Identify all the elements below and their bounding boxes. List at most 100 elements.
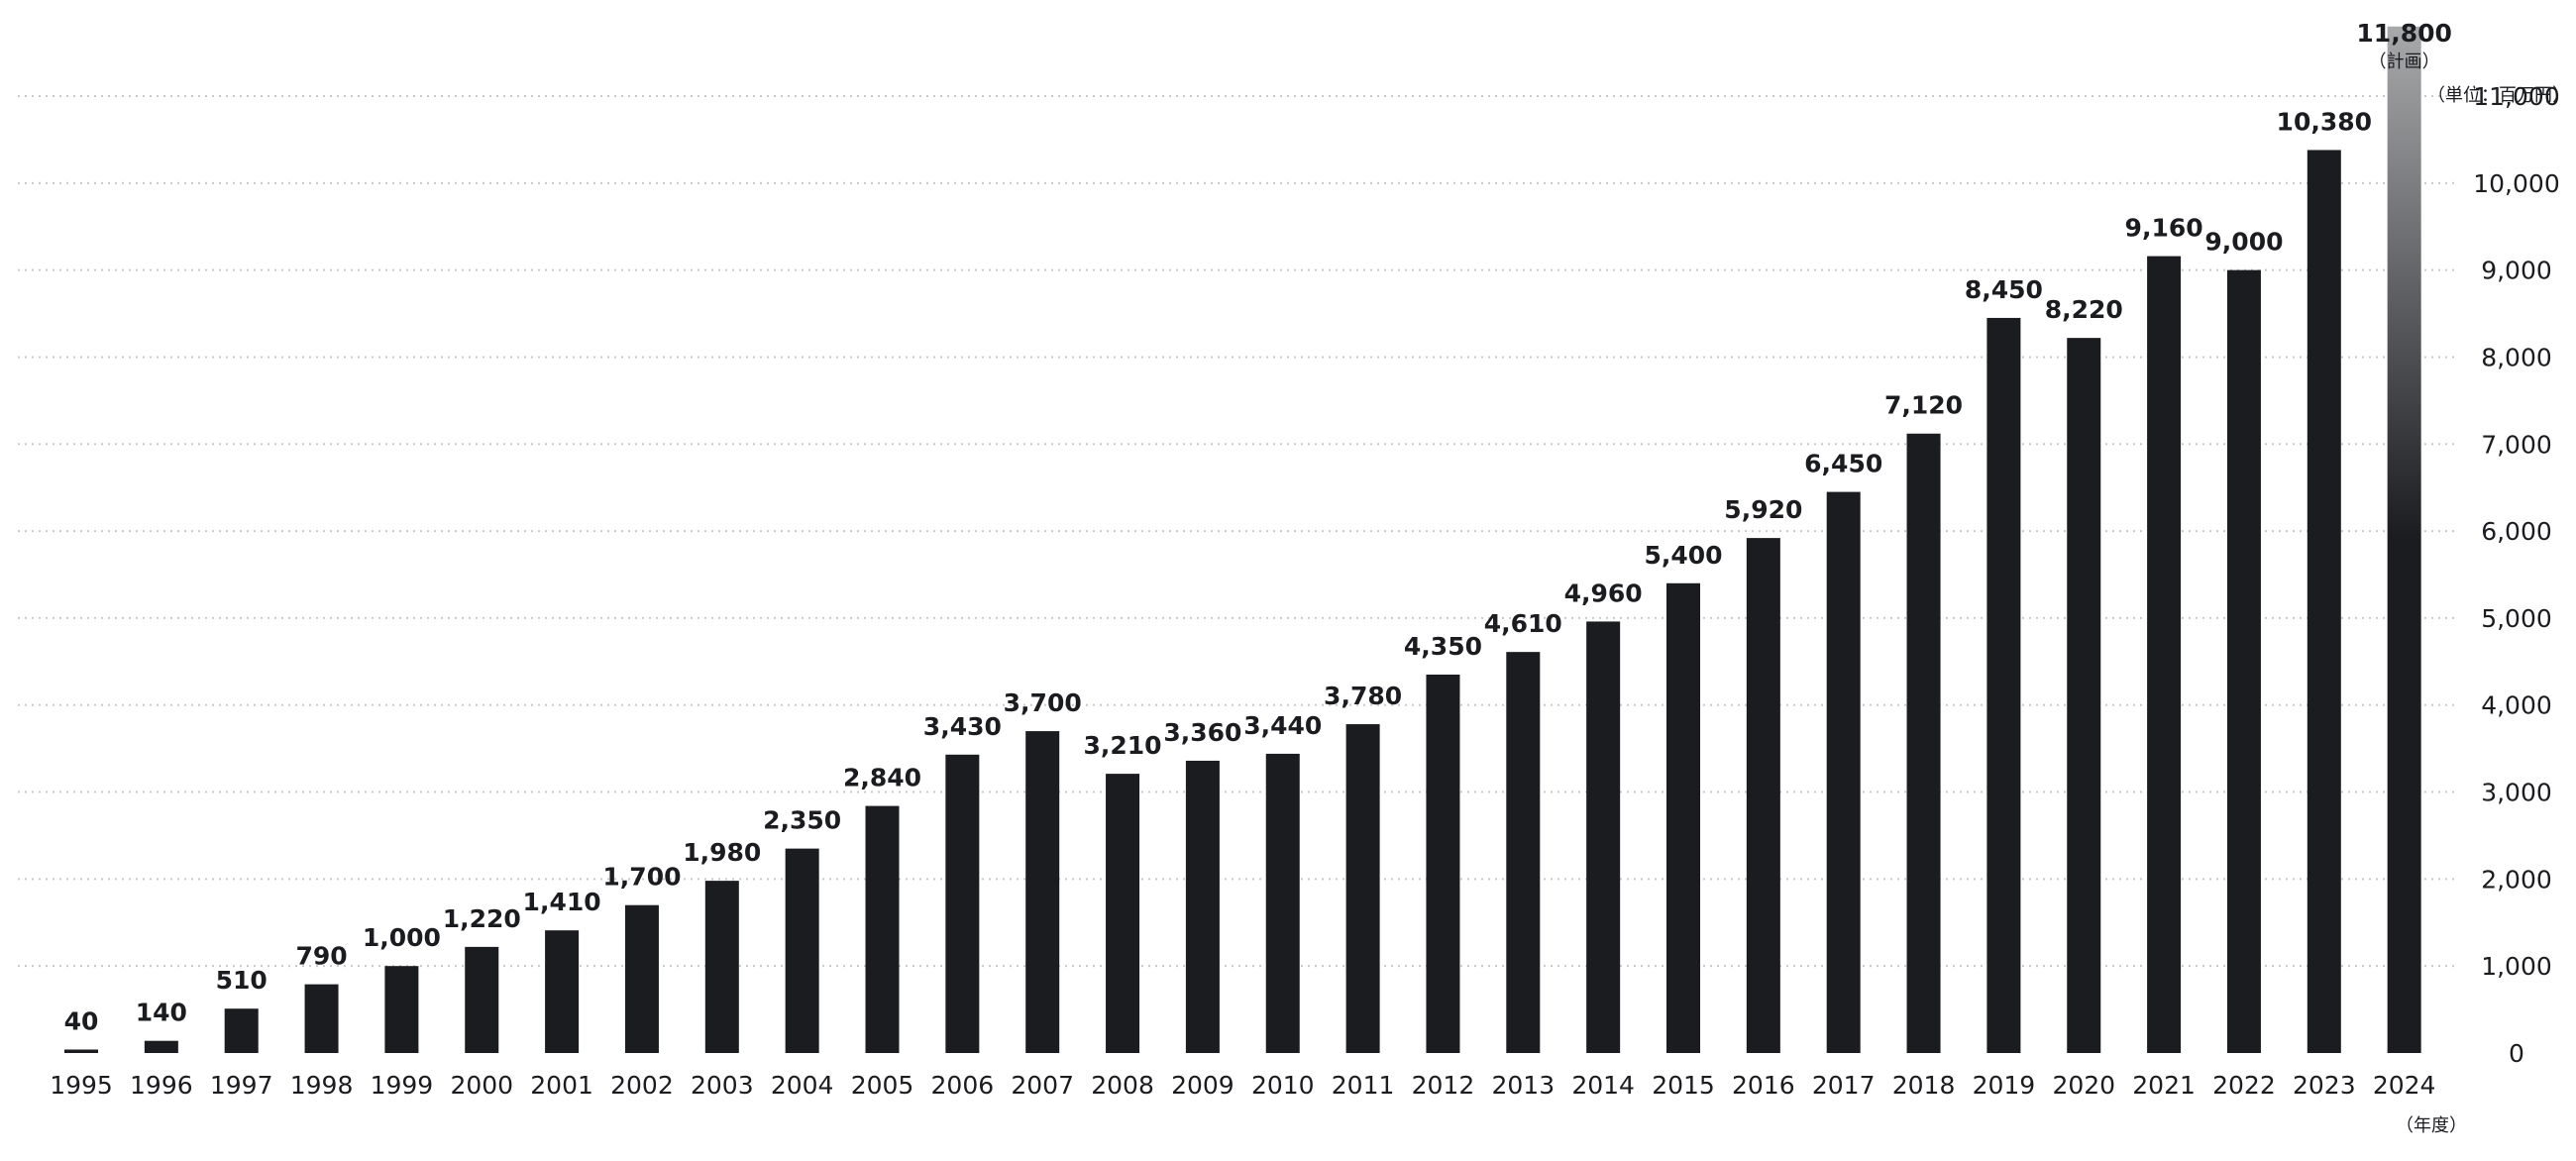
y-tick-label: 6,000 — [2481, 517, 2552, 546]
bar-2011 — [1345, 724, 1380, 1053]
x-tick-label-1995: 1995 — [50, 1071, 113, 1100]
x-tick-label-2007: 2007 — [1011, 1071, 1074, 1100]
value-label-2019: 8,450 — [1965, 275, 2043, 304]
x-tick-label-1996: 1996 — [130, 1071, 193, 1100]
bar-2021 — [2147, 256, 2182, 1053]
x-tick-label-2006: 2006 — [931, 1071, 995, 1100]
unit-label: （単位：百万円） — [2427, 85, 2570, 106]
value-label-2024: 11,800 — [2356, 19, 2451, 48]
value-label-2016: 5,920 — [1724, 495, 1802, 524]
x-axis-ticks: 1995 1996 1997 1998 1999 2000 2001 2002 2003 2004… — [50, 1071, 2435, 1100]
y-axis-ticks: 0 1,000 2,000 3,000 4,000 5,000 6,000 7,000 8,00… — [2473, 82, 2559, 1068]
value-label-1997: 510 — [216, 966, 268, 995]
y-tick-label: 2,000 — [2481, 865, 2552, 894]
y-tick-label: 0 — [2509, 1039, 2524, 1068]
x-tick-label-2009: 2009 — [1171, 1071, 1234, 1100]
y-tick-label: 7,000 — [2481, 430, 2552, 459]
x-tick-label-2018: 2018 — [1892, 1071, 1956, 1100]
bar-1995 — [64, 1049, 98, 1053]
value-label-2011: 3,780 — [1324, 682, 1402, 710]
x-tick-label-2023: 2023 — [2293, 1071, 2356, 1100]
bar-1999 — [384, 966, 419, 1053]
x-tick-label-1998: 1998 — [290, 1071, 354, 1100]
bar-2022 — [2226, 269, 2261, 1053]
bar-2013 — [1506, 652, 1541, 1053]
value-label-2012: 4,350 — [1404, 632, 1482, 661]
x-tick-label-2017: 2017 — [1812, 1071, 1876, 1100]
value-label-1998: 790 — [295, 942, 347, 971]
x-tick-label-2000: 2000 — [450, 1071, 513, 1100]
x-tick-label-2019: 2019 — [1973, 1071, 2036, 1100]
bar-2020 — [2067, 338, 2101, 1054]
value-label-2008: 3,210 — [1084, 731, 1162, 760]
bar-2023 — [2307, 150, 2341, 1053]
x-tick-label-2008: 2008 — [1091, 1071, 1154, 1100]
bar-2019 — [1986, 317, 2021, 1053]
x-tick-label-1999: 1999 — [371, 1071, 434, 1100]
bar-2009 — [1185, 760, 1220, 1053]
value-label-2009: 3,360 — [1163, 718, 1241, 747]
bar-2008 — [1106, 774, 1140, 1053]
bar-plan-2024 — [2387, 26, 2421, 1053]
x-tick-label-2015: 2015 — [1652, 1071, 1715, 1100]
bar-2018 — [1906, 433, 1941, 1053]
value-label-2002: 1,700 — [602, 863, 681, 892]
plan-note-label: （計画） — [2369, 52, 2440, 72]
value-label-2022: 9,000 — [2204, 228, 2283, 257]
bar-2007 — [1025, 731, 1060, 1053]
bar-2016 — [1746, 538, 1780, 1053]
bars — [64, 26, 2421, 1054]
value-label-2007: 3,700 — [1004, 688, 1082, 717]
bar-1997 — [224, 1008, 259, 1053]
value-label-2000: 1,220 — [443, 904, 521, 933]
gridlines — [18, 95, 2457, 968]
value-label-2021: 9,160 — [2125, 214, 2203, 243]
x-tick-label-2012: 2012 — [1412, 1071, 1475, 1100]
bar-2001 — [545, 930, 580, 1053]
x-tick-label-2005: 2005 — [851, 1071, 914, 1100]
x-tick-label-2014: 2014 — [1571, 1071, 1635, 1100]
x-tick-label-2021: 2021 — [2132, 1071, 2196, 1100]
bar-2014 — [1586, 621, 1621, 1053]
x-tick-label-2016: 2016 — [1732, 1071, 1795, 1100]
y-tick-label: 1,000 — [2481, 952, 2552, 981]
bar-2003 — [704, 881, 739, 1053]
y-tick-label: 8,000 — [2481, 343, 2552, 371]
bar-2000 — [465, 946, 499, 1053]
value-label-2018: 7,120 — [1884, 391, 1963, 420]
bar-2017 — [1826, 491, 1861, 1053]
x-tick-label-2003: 2003 — [691, 1071, 754, 1100]
x-tick-label-2001: 2001 — [530, 1071, 593, 1100]
bar-2006 — [945, 754, 980, 1053]
bar-2010 — [1265, 753, 1300, 1053]
value-label-2001: 1,410 — [523, 888, 601, 916]
x-tick-label-2020: 2020 — [2052, 1071, 2115, 1100]
x-tick-label-2013: 2013 — [1491, 1071, 1555, 1100]
value-label-2003: 1,980 — [683, 838, 761, 867]
value-label-2006: 3,430 — [923, 712, 1002, 741]
x-tick-label-2022: 2022 — [2212, 1071, 2276, 1100]
value-label-2020: 8,220 — [2045, 295, 2123, 324]
x-tick-label-1997: 1997 — [210, 1071, 273, 1100]
value-label-2004: 2,350 — [763, 806, 841, 835]
x-tick-label-2010: 2010 — [1251, 1071, 1315, 1100]
value-label-2013: 4,610 — [1484, 609, 1562, 638]
value-label-2014: 4,960 — [1564, 579, 1643, 607]
value-label-2005: 2,840 — [843, 764, 921, 792]
value-label-2023: 10,380 — [2277, 107, 2372, 136]
value-label-1996: 140 — [136, 999, 187, 1027]
bar-2004 — [785, 848, 819, 1053]
value-labels: 40 140 510 790 1,0001,2201,4101,7001,9802,35… — [64, 19, 2452, 1035]
bar-1996 — [144, 1040, 178, 1053]
bar-2002 — [624, 904, 659, 1053]
x-tick-label-2011: 2011 — [1332, 1071, 1395, 1100]
value-label-1995: 40 — [64, 1006, 99, 1035]
y-tick-label: 4,000 — [2481, 691, 2552, 720]
value-label-2015: 5,400 — [1644, 541, 1722, 570]
bar-2015 — [1666, 582, 1700, 1053]
y-tick-label: 10,000 — [2473, 169, 2559, 198]
y-tick-label: 3,000 — [2481, 779, 2552, 807]
bar-2012 — [1426, 674, 1460, 1053]
bar-1998 — [304, 984, 339, 1053]
